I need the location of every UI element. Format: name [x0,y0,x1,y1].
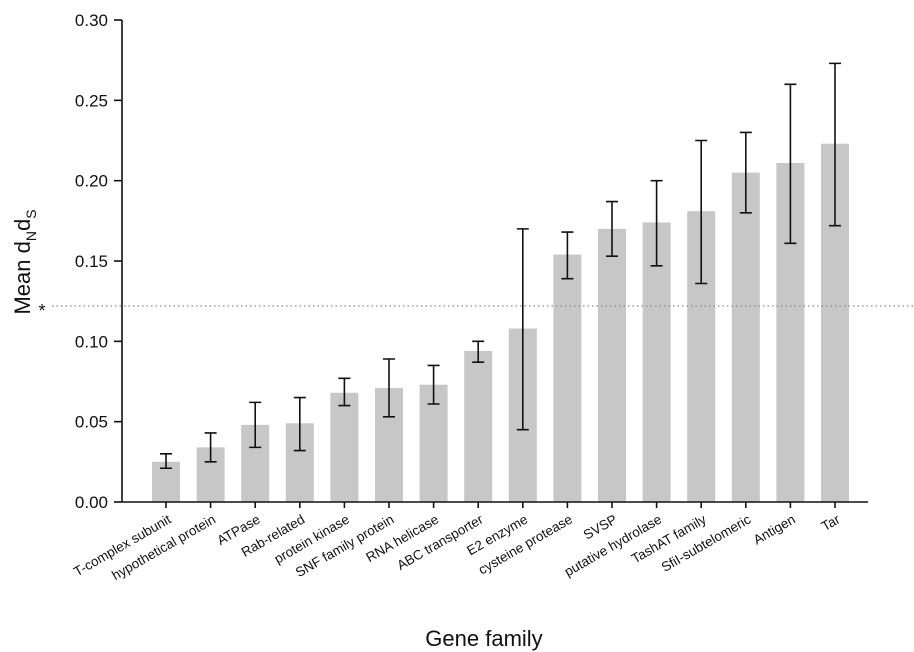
error-bar [695,139,708,285]
error-bar [739,131,752,214]
bar [330,392,359,502]
y-tick-label: 0.25 [75,91,108,110]
error-bar [249,401,262,449]
error-bar [784,83,797,245]
bar [731,172,760,502]
y-tick-label: 0.05 [75,413,108,432]
error-bar [472,340,485,364]
error-bar [293,396,306,452]
bar [464,350,493,502]
bar [553,254,582,502]
y-axis-title-mid: d [10,219,35,231]
x-axis-title: Gene family [425,626,542,651]
error-bars-group [160,62,841,470]
reference-line-label: * [38,301,45,321]
y-axis-title-main: Mean d [10,241,35,314]
y-ticks-group: 0.00 0.05 0.10 0.15 0.20 0.25 0.30 [75,11,122,512]
error-bar [204,432,217,463]
y-tick-label: 0.10 [75,332,108,351]
bar [598,228,626,502]
bar [642,222,671,502]
y-tick-label: 0.20 [75,172,108,191]
error-bar [606,200,618,257]
y-axis-title-sub-n: N [23,231,39,241]
x-tick-label: Tar [819,511,843,534]
y-tick-label: 0.00 [75,493,108,512]
error-bar [829,62,841,227]
error-bar [516,228,529,431]
y-tick-label: 0.30 [75,11,108,30]
error-bar [650,179,663,267]
y-axis-title-sub-s: S [23,209,39,218]
error-bar [160,453,172,470]
y-axis-title: Mean dNdS [10,209,39,314]
error-bar [338,377,351,407]
error-bar [561,231,574,280]
error-bar [383,358,395,418]
bars-group [152,143,849,503]
y-tick-label: 0.15 [75,252,108,271]
error-bar [427,364,440,405]
x-tick-label: Antigen [751,512,798,548]
